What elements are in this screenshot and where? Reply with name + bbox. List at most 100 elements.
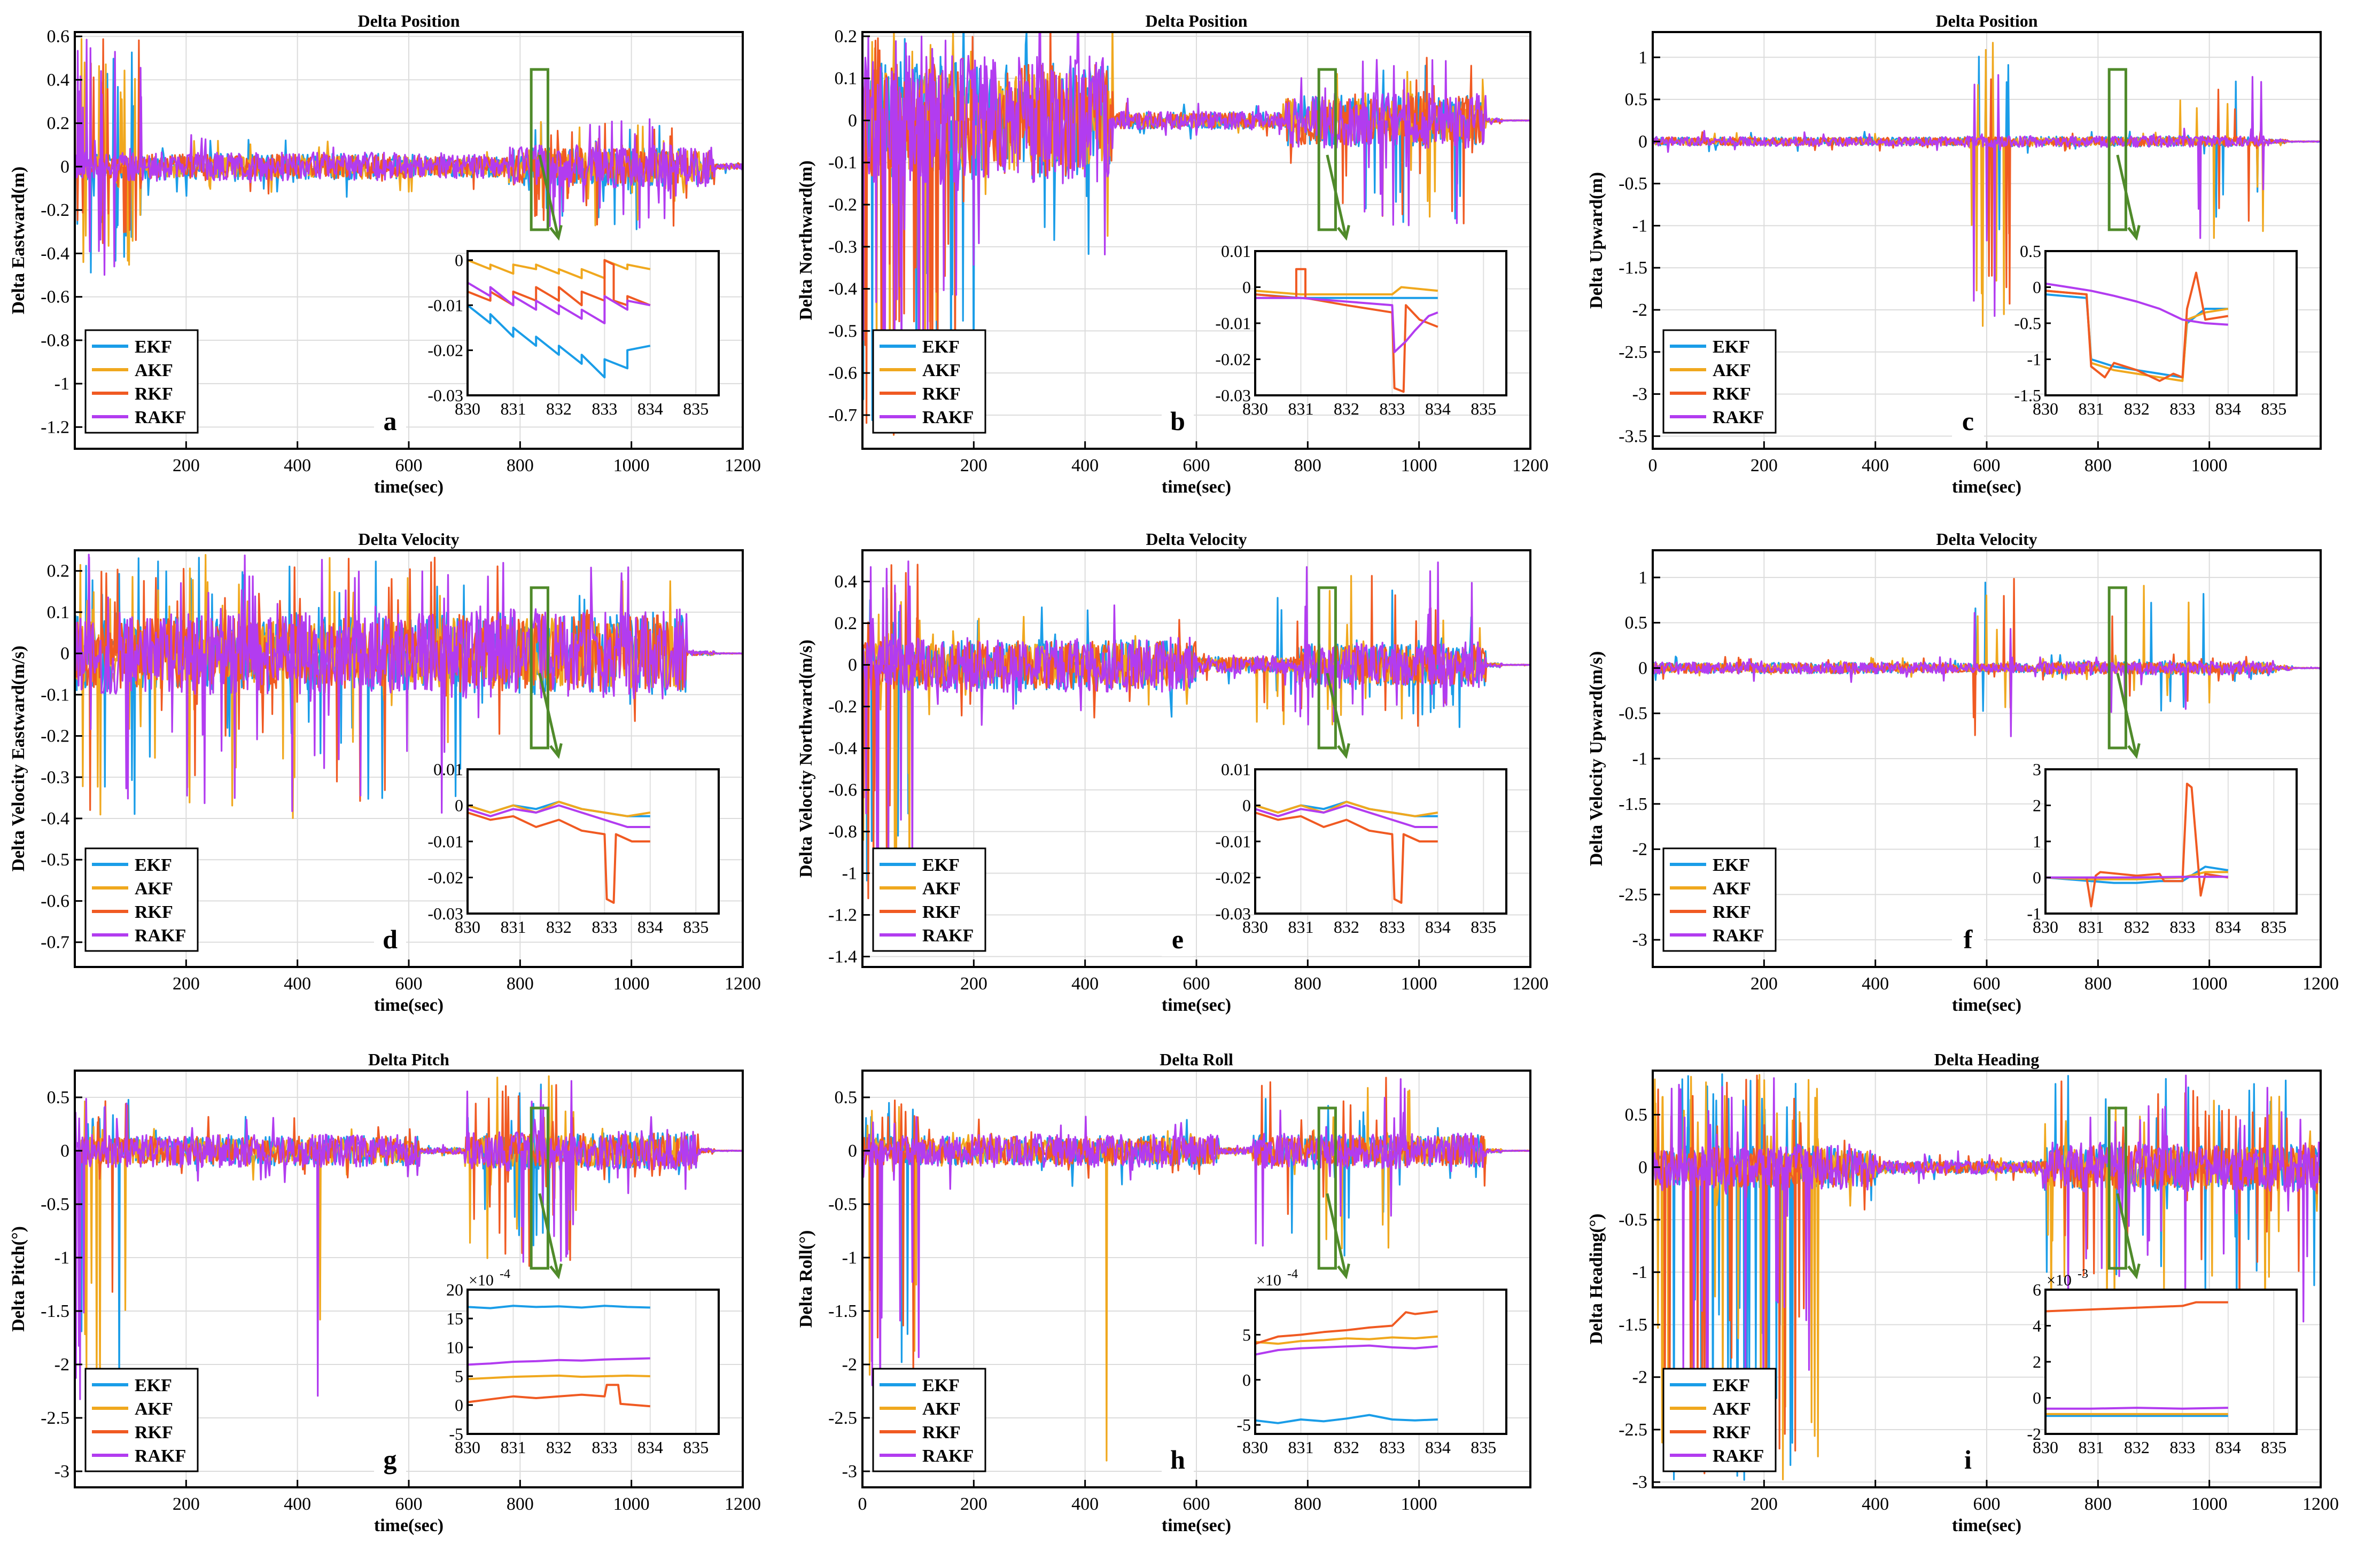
y-tick-label: -2.5	[828, 1408, 857, 1428]
panel-letter-bg	[1952, 924, 1984, 956]
inset-exponent-base: ×10	[2047, 1271, 2072, 1289]
x-tick-label: 200	[960, 1494, 987, 1514]
inset-box	[1254, 1289, 1507, 1435]
y-tick-label: -3	[1632, 1472, 1647, 1492]
inset-line-ekf	[468, 1305, 650, 1309]
y-tick-label: -0.4	[828, 739, 857, 759]
x-tick-label: 600	[395, 974, 423, 994]
inset-x-tick-label: 830	[2033, 917, 2058, 937]
y-tick-label: 0.5	[1625, 613, 1648, 633]
x-tick-label: 600	[1183, 974, 1210, 994]
x-tick-label: 400	[284, 1494, 311, 1514]
inset-line-akf	[468, 800, 651, 817]
inset-line-rkf	[2045, 1301, 2228, 1313]
y-tick-label: -2	[1632, 1368, 1647, 1387]
y-tick-label: -3	[842, 1462, 857, 1481]
inset-y-tick-label: 4	[2033, 1316, 2041, 1336]
inset-series-group	[468, 800, 651, 904]
x-tick-label: 600	[1973, 456, 2001, 475]
inset-y-tick-label: -0.01	[1215, 314, 1251, 333]
inset-x-tick-label: 831	[500, 399, 526, 418]
zoom-arrow	[1326, 673, 1348, 756]
inset-y-tick-label: 3	[2033, 760, 2041, 779]
zoom-arrow-head	[2127, 225, 2141, 241]
inset-y-tick-label: 0.01	[1221, 241, 1251, 261]
legend-label-ekf: EKF	[922, 337, 960, 357]
series-line-rakf	[1653, 74, 2321, 317]
x-tick-label: 200	[1751, 974, 1778, 994]
inset-line-akf	[468, 1374, 650, 1380]
inset-y-tick-label: -1	[2027, 904, 2041, 923]
y-tick-label: 0.6	[47, 27, 70, 46]
inset-y-tick-label: 20	[446, 1280, 463, 1299]
inset-exponent-base: ×10	[469, 1271, 494, 1289]
y-tick-label: -2.5	[1619, 1420, 1647, 1440]
inset-line-rakf	[468, 282, 651, 324]
zoom-arrow	[538, 673, 560, 756]
legend-label-akf: AKF	[1713, 1399, 1751, 1419]
inset-y-tick-label: -0.01	[427, 832, 463, 851]
y-tick-label: -2	[842, 1355, 857, 1375]
inset-x-tick-label: 830	[455, 399, 480, 418]
zoom-window-rect	[530, 1106, 549, 1270]
y-tick-label: 0	[1638, 132, 1647, 152]
y-tick-label: -1	[1632, 1262, 1647, 1282]
y-axis-label: Delta Pitch(°)	[9, 1226, 28, 1332]
panel-letter: c	[1962, 406, 1974, 436]
inset-y-tick-label: -0.02	[427, 868, 463, 887]
inset-x-tick-label: 835	[2261, 399, 2286, 418]
panel-letter: e	[1172, 924, 1184, 954]
inset-x-tick-label: 833	[592, 399, 617, 418]
y-tick-label: -0.8	[41, 331, 69, 350]
legend-label-akf: AKF	[922, 1399, 961, 1419]
zoom-arrow	[538, 154, 560, 238]
chart-title: Delta Position	[1145, 11, 1247, 30]
inset-line-rakf	[468, 1357, 650, 1366]
inset-line-rakf	[1255, 1344, 1438, 1356]
y-tick-label: 0	[1638, 1158, 1647, 1177]
legend-label-rakf: RAKF	[922, 408, 974, 427]
inset-series-group	[2045, 1301, 2228, 1417]
series-line-ekf	[1653, 581, 2321, 712]
legend-label-akf: AKF	[1713, 879, 1751, 899]
inset-line-ekf	[1255, 1414, 1438, 1424]
inset-x-tick-label: 834	[2215, 399, 2241, 418]
inset-y-tick-label: 0	[2033, 868, 2041, 887]
x-tick-label: 1000	[2191, 974, 2228, 994]
inset-line-rakf	[1255, 804, 1438, 828]
legend-label-rkf: RKF	[1713, 384, 1751, 404]
y-tick-label: -1.5	[1619, 258, 1647, 278]
inset-y-tick-label: 0	[455, 1395, 463, 1415]
panel-letter: b	[1170, 406, 1185, 436]
inset-y-tick-label: -0.02	[1215, 868, 1251, 887]
inset-y-tick-label: -0.03	[1215, 386, 1251, 405]
inset-y-tick-label: 10	[446, 1338, 463, 1357]
inset-axes: 830 831 832 833 834 835 -0.03 -0.02 -0.01 0 0.01	[1215, 760, 1507, 937]
x-tick-label: 0	[858, 1494, 867, 1514]
x-tick-label: 1200	[1512, 456, 1549, 475]
y-tick-label: -3	[1632, 385, 1647, 404]
inset-x-tick-label: 831	[2078, 1438, 2104, 1457]
legend-label-rkf: RKF	[922, 384, 961, 404]
x-tick-label: 1000	[613, 1494, 650, 1514]
inset-axes: 830 831 832 833 834 835 -5 0 5 ×10 -4	[1236, 1267, 1507, 1457]
x-axis-label: time(sec)	[374, 995, 444, 1015]
inset-x-tick-label: 830	[455, 1438, 480, 1457]
inset-line-akf	[468, 259, 651, 279]
legend-label-ekf: EKF	[922, 1376, 960, 1395]
zoom-arrow-head	[1337, 743, 1350, 759]
x-tick-label: 200	[960, 456, 987, 475]
x-tick-label: 200	[173, 456, 200, 475]
x-tick-label: 0	[1648, 456, 1658, 475]
chart-panel-b: 200 400 600 800 1000 1200 -0.7 -0.6 -0.5 -0.4 -0.3…	[796, 11, 1549, 497]
inset-y-tick-label: -5	[1236, 1415, 1251, 1434]
inset-axes: 830 831 832 833 834 835 -5 0 5 10 15 20 ×10 -4	[446, 1267, 720, 1457]
y-tick-label: 0	[848, 111, 857, 130]
inset-x-tick-label: 834	[637, 399, 663, 418]
inset-x-tick-label: 831	[1288, 1438, 1313, 1457]
x-tick-label: 400	[1071, 974, 1099, 994]
inset-series-group	[1255, 800, 1438, 904]
inset-x-tick-label: 833	[1379, 399, 1405, 418]
inset-x-tick-label: 833	[1379, 917, 1405, 937]
chart-title: Delta Velocity	[358, 529, 459, 549]
